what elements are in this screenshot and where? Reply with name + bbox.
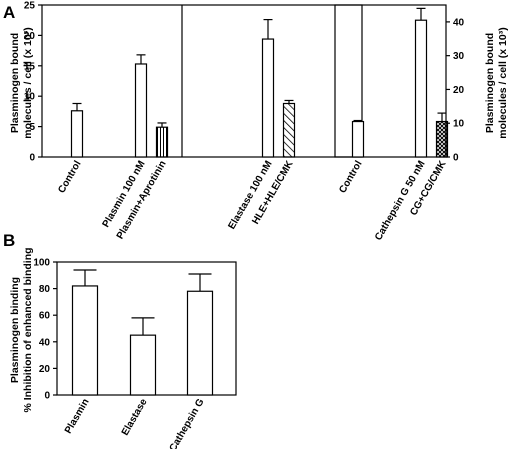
panel-b-bar [186, 290, 214, 396]
panel-a2-bar [351, 120, 365, 158]
panel-a1-bar [70, 110, 84, 158]
panel-a2-y-tick-label: 10 [453, 119, 465, 130]
panel-a1-frame [41, 4, 363, 158]
panel-a2-y-tick-label: 0 [453, 153, 459, 164]
panel-a-left-y-label-line-1: Plasminogen bound [9, 33, 21, 133]
panel-b-bar [71, 285, 99, 396]
panel-a1-bar [261, 38, 275, 158]
panel-b-chart: 0 20 40 60 80 100 Plasmin Elastase Cathepsin G [33, 258, 237, 449]
panel-b-y-tick-label: 20 [39, 364, 51, 375]
panel-a2-y-tick-label: 20 [453, 85, 465, 96]
panel-a1-bar [134, 63, 148, 158]
panel-b-bar [129, 334, 157, 396]
panel-a1-bar [282, 102, 296, 158]
panel-a2-frame [334, 4, 447, 158]
panel-a1-y-tick-label: 15 [24, 61, 36, 72]
panel-b-y-axis-label: Plasminogen binding % Inhibition of enha… [9, 247, 34, 412]
panel-a1-y-tick-label: 25 [24, 1, 36, 12]
panel-b-y-tick-label: 80 [39, 284, 51, 295]
panel-a1-y-tick-label: 20 [24, 31, 36, 42]
panel-a1-category-label: Control [56, 159, 83, 195]
panel-a-left-y-label-line-2: molecules / cell (x 10³) [22, 27, 34, 138]
panel-a2-bar [435, 120, 449, 158]
panel-a-left-y-axis-label: Plasminogen bound molecules / cell (x 10… [9, 27, 34, 138]
panel-b-category-label: Plasmin [63, 397, 92, 436]
panel-b-y-tick-label: 0 [44, 391, 50, 402]
panel-a2-bar [414, 19, 428, 158]
panel-b-category-label: Elastase [120, 397, 150, 438]
panel-a-right-y-axis-label: Plasminogen bound molecules / cell (x 10… [484, 27, 509, 138]
panel-a-right-y-label-line-1: Plasminogen bound [484, 33, 496, 133]
panel-a1-y-tick-label: 0 [29, 153, 35, 164]
panel-b-letter: B [3, 231, 15, 250]
panel-a-right-y-label-line-2: molecules / cell (x 10³) [497, 27, 509, 138]
panel-a1-y-tick-label: 5 [29, 122, 35, 133]
panel-a2-y-tick-label: 40 [453, 17, 465, 28]
panel-a2-y-tick-label: 30 [453, 51, 465, 62]
panel-b-y-tick-label: 100 [33, 258, 50, 269]
panel-b-y-tick-label: 40 [39, 337, 51, 348]
panel-a1-bar [155, 126, 169, 158]
panel-a2-category-label: Control [337, 159, 364, 195]
panel-b-y-label-line-2: % Inhibition of enhanced binding [22, 247, 34, 412]
panel-a1-y-tick-label: 10 [24, 92, 36, 103]
panel-b-category-label: Cathepsin G [168, 397, 207, 449]
panel-a-letter: A [3, 3, 15, 22]
panel-b-y-tick-label: 60 [39, 311, 51, 322]
panel-b-y-label-line-1: Plasminogen binding [9, 277, 21, 383]
